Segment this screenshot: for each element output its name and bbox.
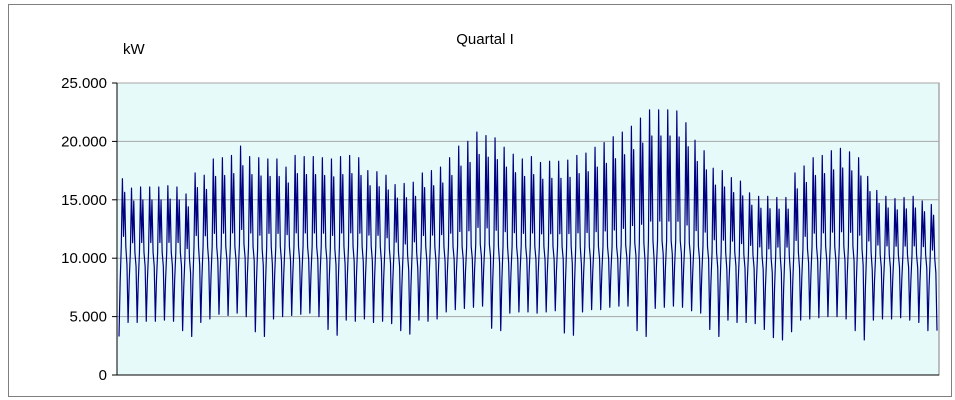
y-tick-label: 25.000 (61, 75, 107, 92)
plot-area (116, 82, 940, 376)
y-axis-ticks: 0 5.000 10.000 15.000 20.000 25.000 (61, 75, 117, 384)
y-tick-label: 10.000 (61, 250, 107, 267)
y-tick-label: 20.000 (61, 133, 107, 150)
chart-frame: Quartal I kW 0 5.000 10.000 15.000 20.000 25.… (8, 4, 952, 397)
y-axis-label: kW (123, 41, 146, 58)
y-tick-label: 0 (99, 367, 107, 384)
y-tick-label: 15.000 (61, 192, 107, 209)
chart-svg: Quartal I kW 0 5.000 10.000 15.000 20.000 25.… (61, 31, 940, 384)
y-tick-label: 5.000 (69, 309, 107, 326)
series-line-load (118, 109, 938, 341)
chart-title: Quartal I (456, 31, 514, 48)
